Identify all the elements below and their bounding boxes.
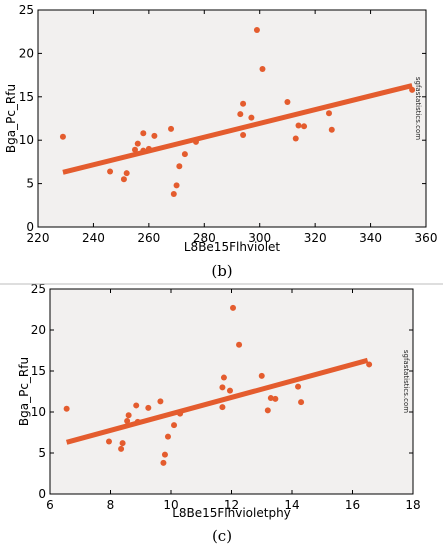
data-point (220, 374, 227, 381)
data-point (160, 459, 167, 466)
data-point (164, 433, 171, 440)
data-point (236, 341, 243, 348)
data-point (140, 130, 147, 137)
y-tick-label: 25 (19, 3, 34, 17)
data-point (119, 440, 126, 447)
panel-label: (c) (212, 527, 232, 545)
data-point (134, 140, 141, 147)
data-point (151, 132, 158, 139)
data-point (326, 110, 332, 117)
data-point (248, 114, 255, 121)
data-point (264, 407, 271, 414)
data-point (145, 404, 152, 411)
x-tick-label: 300 (248, 231, 271, 245)
fit-line (62, 83, 413, 175)
data-point (301, 123, 308, 130)
y-tick-label: 0 (38, 487, 46, 501)
data-point (181, 151, 188, 158)
y-axis-label: Bga_Pc_Rfu (17, 357, 31, 426)
data-point (161, 451, 168, 458)
y-tick-label: 10 (19, 133, 34, 147)
data-point (284, 99, 291, 106)
x-axis-label: L8Be15Flhviolet (184, 240, 281, 254)
data-point (272, 395, 279, 402)
x-tick-label: 240 (82, 231, 105, 245)
data-point (124, 418, 131, 425)
x-tick-label: 6 (46, 498, 54, 512)
data-point (253, 26, 260, 33)
data-point (226, 387, 233, 394)
x-tick-label: 320 (304, 231, 327, 245)
data-point (258, 372, 265, 379)
y-tick-label: 10 (31, 405, 46, 419)
data-point (123, 170, 130, 177)
y-tick-label: 5 (38, 446, 46, 460)
x-tick-label: 18 (405, 498, 420, 512)
data-point (133, 402, 140, 409)
data-point (176, 163, 183, 170)
data-point (219, 404, 226, 411)
y-tick-label: 15 (31, 364, 46, 378)
x-tick-label: 340 (359, 231, 382, 245)
x-tick-label: 12 (224, 498, 239, 512)
y-tick-label: 5 (26, 177, 34, 191)
watermark: sgfastatistics.com (402, 350, 410, 413)
plot-area (38, 10, 426, 227)
fit-line (65, 357, 369, 445)
data-point (170, 191, 177, 198)
data-point (298, 399, 305, 406)
panel-label: (b) (211, 262, 232, 280)
x-tick-label: 14 (284, 498, 299, 512)
data-point (168, 125, 175, 132)
data-point (230, 304, 237, 311)
data-point (259, 66, 266, 73)
plot-frame (37, 9, 427, 228)
plot-frame (49, 288, 414, 495)
data-point (292, 135, 299, 142)
data-point (125, 412, 132, 419)
data-point (63, 405, 70, 412)
y-tick-label: 20 (19, 46, 34, 60)
data-point (240, 131, 247, 138)
x-axis-label: L8Be15Flhvioletphy (172, 506, 291, 520)
x-tick-label: 360 (415, 231, 438, 245)
x-tick-label: 10 (163, 498, 178, 512)
data-point (267, 395, 274, 402)
data-point (105, 438, 112, 445)
data-point (107, 168, 114, 175)
y-tick-label: 25 (31, 282, 46, 296)
x-tick-label: 280 (193, 231, 216, 245)
data-point (328, 126, 335, 133)
data-point (237, 111, 244, 118)
x-tick-label: 8 (107, 498, 115, 512)
data-point (132, 146, 138, 153)
data-point (295, 122, 302, 129)
chart-1: 6 8 10 12 14 16 18 0 5 10 15 20 25 L8Be15Flhvioletphy… (17, 282, 421, 545)
data-point (219, 384, 226, 391)
data-point (120, 176, 127, 183)
y-axis-label: Bga_Pc_Rfu (4, 84, 18, 153)
data-point (240, 100, 247, 107)
y-tick-label: 20 (31, 323, 46, 337)
x-tick-label: 16 (345, 498, 360, 512)
data-point (295, 383, 302, 390)
data-point (366, 361, 373, 368)
watermark: sgfastatistics.com (414, 77, 422, 140)
data-point (118, 445, 125, 452)
data-point (173, 182, 180, 189)
y-tick-label: 0 (26, 220, 34, 234)
data-point (157, 398, 164, 405)
data-point (171, 422, 178, 429)
chart-0: 220 240 260 280 300 320 340 360 0 5 10 15 20 25 L8Be15… (4, 3, 437, 280)
y-tick-label: 15 (19, 90, 34, 104)
x-tick-label: 260 (137, 231, 160, 245)
data-point (59, 133, 66, 140)
x-tick-label: 220 (27, 231, 50, 245)
